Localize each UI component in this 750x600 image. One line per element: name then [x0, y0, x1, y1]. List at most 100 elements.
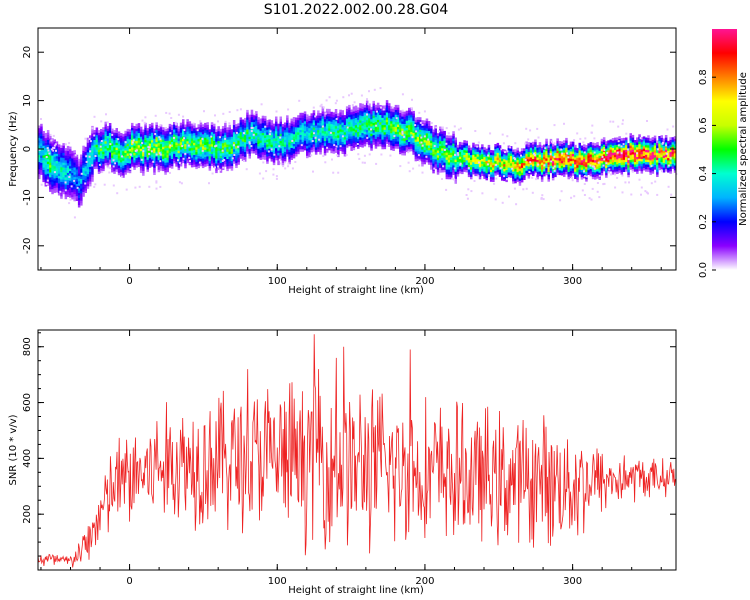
- spectrogram-cell: [653, 152, 657, 156]
- spectrogram-cell: [168, 162, 172, 166]
- spectrogram-cell: [376, 114, 380, 118]
- spectrogram-cell: [40, 128, 43, 132]
- spectrogram-cell: [656, 145, 659, 148]
- spectrogram-cell: [126, 141, 130, 144]
- spectrogram-cell: [266, 161, 269, 164]
- spectrogram-cell: [71, 162, 74, 166]
- spectrogram-cell: [89, 152, 92, 155]
- spectrogram-cell: [153, 140, 156, 144]
- spectrogram-cell: [239, 131, 243, 135]
- spectrogram-cell: [199, 156, 203, 159]
- spectrogram-speck: [219, 136, 221, 139]
- spectrogram-cell: [228, 158, 231, 162]
- spectrogram-cell: [179, 151, 183, 155]
- spectrogram-cell: [337, 149, 340, 153]
- spectrogram-cell: [257, 121, 260, 125]
- spectrogram-cell: [219, 138, 223, 142]
- spectrogram-cell: [137, 128, 141, 131]
- spectrogram-cell: [292, 138, 296, 142]
- spectrogram-cell: [408, 136, 411, 140]
- spectrogram-cell: [419, 117, 422, 120]
- spectrogram-cell: [120, 135, 123, 139]
- spectrogram-cell: [374, 119, 378, 122]
- spectrogram-cell: [115, 142, 118, 146]
- spectrogram-cell: [445, 159, 449, 163]
- spectrogram-cell: [190, 140, 194, 144]
- spectrogram-cell: [232, 146, 236, 150]
- spectrogram-cell: [66, 160, 70, 164]
- spectrogram-cell: [261, 154, 265, 158]
- spectrogram-cell: [489, 162, 493, 165]
- spectrogram-cell: [357, 112, 360, 115]
- spectrogram-cell: [308, 118, 311, 121]
- spectrogram-cell: [445, 137, 449, 141]
- spectrogram-cell: [359, 124, 362, 128]
- spectrogram-cell: [390, 118, 393, 122]
- spectrogram-cell: [450, 164, 453, 168]
- spectrogram-cell: [443, 167, 446, 170]
- spectrogram-cell: [239, 127, 243, 130]
- spectrogram-cell: [224, 149, 227, 153]
- spectrogram-speck: [93, 134, 96, 137]
- spectrogram-cell: [201, 155, 205, 159]
- spectrogram-cell: [532, 158, 535, 162]
- spectrogram-cell: [667, 150, 670, 154]
- spectrogram-cell: [472, 157, 475, 160]
- spectrogram-cell: [589, 151, 593, 155]
- spectrogram-cell: [478, 154, 482, 158]
- spectrogram-cell: [536, 145, 539, 148]
- spectrogram-cell: [281, 133, 285, 137]
- spectrogram-cell: [199, 141, 203, 145]
- spectrogram-cell: [184, 148, 187, 152]
- spectrogram-cell: [46, 171, 50, 174]
- spectrogram-cell: [82, 169, 85, 173]
- spectrogram-cell: [93, 166, 96, 169]
- spectrogram-cell: [186, 128, 189, 132]
- spectrogram-cell: [399, 129, 402, 133]
- spectrogram-cell: [554, 145, 557, 149]
- spectrogram-cell: [412, 125, 415, 129]
- spectrogram-cell: [405, 110, 409, 114]
- spectrogram-cell: [439, 162, 442, 166]
- spectrogram-cell: [270, 122, 274, 126]
- spectrogram-cell: [246, 117, 249, 120]
- spectrogram-cell: [173, 160, 176, 164]
- spectrogram-cell: [244, 151, 247, 155]
- spectrogram-cell: [288, 125, 291, 128]
- spectrogram-cell: [423, 137, 426, 141]
- spectrogram-cell: [204, 142, 207, 145]
- spectrogram-cell: [474, 156, 477, 160]
- spectrogram-speck: [656, 148, 659, 151]
- spectrogram-cell: [177, 133, 181, 137]
- spectrogram-cell: [208, 163, 212, 166]
- spectrogram-cell: [55, 182, 59, 186]
- spectrogram-cell: [589, 159, 593, 162]
- spectrogram-cell: [303, 135, 307, 139]
- spectrogram-cell: [277, 143, 280, 146]
- spectrogram-speck: [231, 157, 234, 160]
- spectrogram-cell: [461, 156, 464, 160]
- spectrogram-cell: [208, 146, 212, 149]
- spectrogram-speck: [661, 170, 663, 173]
- spectrogram-cell: [341, 112, 344, 116]
- spectrogram-cell: [306, 114, 309, 118]
- spectrogram-cell: [399, 139, 402, 143]
- spectrogram-cell: [600, 143, 604, 147]
- spectrogram-cell: [494, 173, 497, 176]
- spectrogram-cell: [337, 123, 340, 126]
- spectrogram-cell: [312, 119, 316, 123]
- spectrogram-cell: [69, 170, 72, 174]
- spectrogram-cell: [352, 123, 356, 126]
- spectrogram-cell: [77, 170, 81, 174]
- spectrogram-cell: [642, 138, 646, 142]
- spectrogram-cell: [122, 148, 125, 152]
- spectrogram-cell: [574, 173, 577, 177]
- spectrogram-cell: [250, 138, 254, 142]
- spectrogram-cell: [177, 143, 181, 146]
- spectrogram-cell: [379, 124, 382, 128]
- spectrogram-cell: [352, 113, 356, 117]
- spectrogram-cell: [633, 144, 637, 148]
- spectrogram-cell: [297, 132, 300, 135]
- spectrogram-cell: [673, 158, 677, 161]
- spectrogram-cell: [299, 132, 302, 135]
